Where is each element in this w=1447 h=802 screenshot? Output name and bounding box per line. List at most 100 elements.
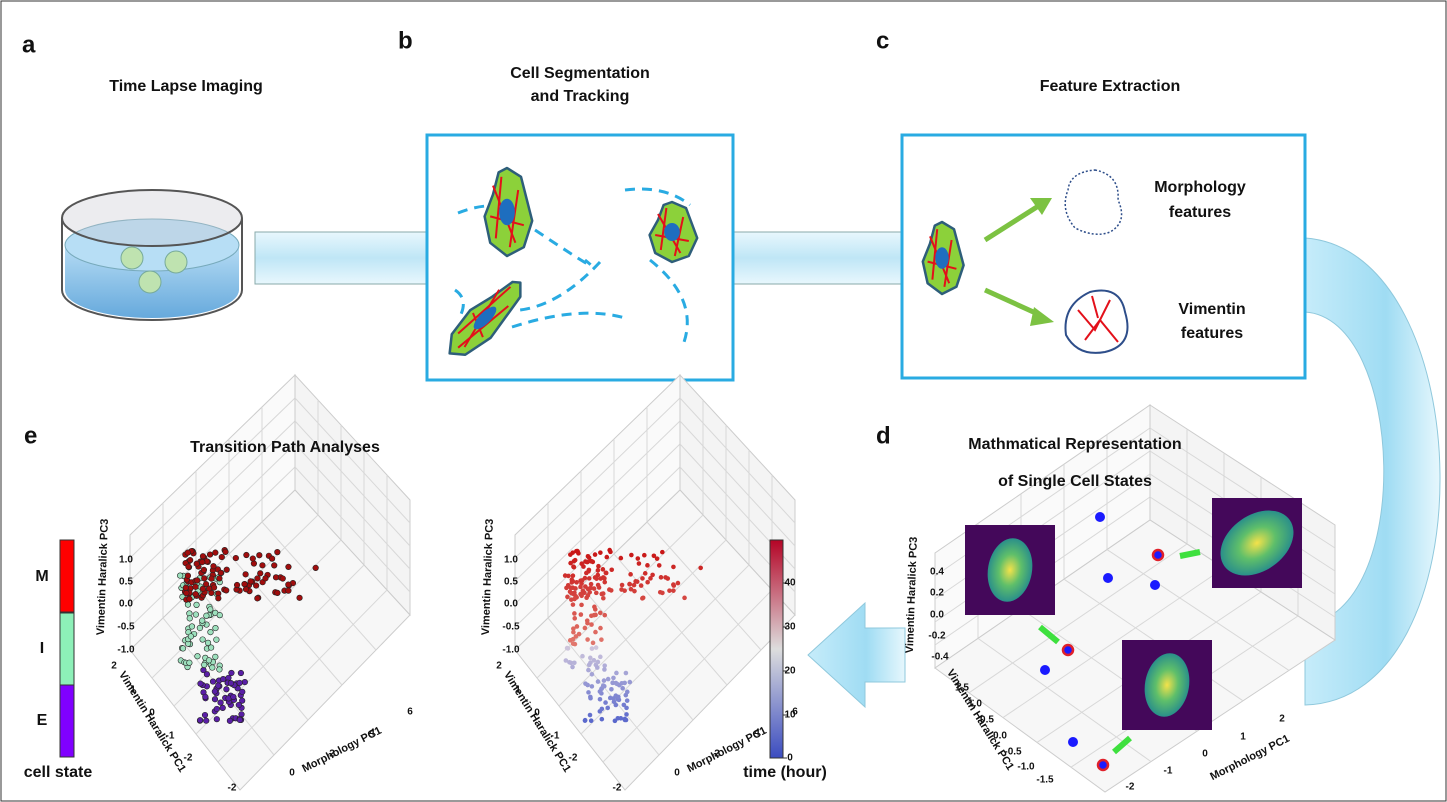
time-point <box>569 591 574 596</box>
panel-letter: e <box>24 422 37 449</box>
x-tick-label: -1 <box>1164 766 1173 777</box>
time-point <box>578 592 583 597</box>
state-point <box>297 595 303 601</box>
state-point <box>202 712 208 718</box>
time-point <box>642 553 647 558</box>
time-point <box>671 588 676 593</box>
state-point <box>211 585 217 591</box>
state-point <box>213 654 219 660</box>
state-point <box>188 634 194 640</box>
state-point <box>184 590 190 596</box>
time-point <box>587 576 592 581</box>
x-tick-label: 6 <box>407 707 413 718</box>
state-dot <box>1095 512 1105 522</box>
state-point <box>253 583 259 589</box>
state-point <box>217 576 223 582</box>
colorbar-tick-label: 40 <box>784 578 796 589</box>
nucleus <box>935 247 948 269</box>
time-point <box>583 626 588 631</box>
time-point <box>588 713 593 718</box>
time-point <box>625 690 630 695</box>
state-point <box>242 581 248 587</box>
time-point <box>574 580 579 585</box>
state-point <box>280 576 286 582</box>
decor <box>60 135 1440 792</box>
state-point <box>219 554 225 560</box>
panel-letter: d <box>876 422 891 449</box>
time-point <box>604 571 609 576</box>
state-bar <box>60 685 74 757</box>
z-tick-label: -1.0 <box>117 645 135 656</box>
state-point <box>275 590 281 596</box>
time-point <box>628 680 633 685</box>
state-point <box>185 573 191 579</box>
time-point <box>611 676 616 681</box>
x-tick-label: -2 <box>228 783 237 794</box>
time-point <box>676 581 681 586</box>
state-point <box>243 572 249 578</box>
state-point <box>229 670 235 676</box>
time-point <box>623 718 628 723</box>
time-point <box>600 707 605 712</box>
time-point <box>598 550 603 555</box>
state-point <box>180 646 186 652</box>
axis-label: Vimentin Haralick PC3 <box>904 537 920 654</box>
time-point <box>660 550 665 555</box>
state-point <box>224 567 230 573</box>
time-point <box>608 550 613 555</box>
time-point <box>590 672 595 677</box>
time-point <box>596 564 601 569</box>
state-label: M <box>35 568 48 585</box>
colorbar-tick-label: 30 <box>784 622 796 633</box>
time-point <box>593 552 598 557</box>
z-tick-label: -1.0 <box>502 645 520 656</box>
z-tick-label: 0.4 <box>930 567 944 578</box>
state-point <box>177 573 183 579</box>
x-tick-label: 0 <box>1202 749 1208 760</box>
time-point <box>586 690 591 695</box>
time-point <box>598 655 603 660</box>
time-point <box>596 679 601 684</box>
colorbar-tick-label: 0 <box>787 753 793 764</box>
time-point <box>604 555 609 560</box>
time-point <box>571 641 576 646</box>
time-point <box>589 559 594 564</box>
state-point <box>204 613 210 619</box>
z-tick-label: 0.5 <box>119 577 133 588</box>
state-point <box>203 718 209 724</box>
colorbar <box>770 540 783 758</box>
time-point <box>602 613 607 618</box>
state-point <box>257 552 263 558</box>
time-point <box>589 718 594 723</box>
state-point <box>187 557 193 563</box>
state-point <box>224 686 230 692</box>
figure: aTime Lapse ImagingbCell Segmentationand… <box>0 0 1447 802</box>
time-point <box>589 613 594 618</box>
time-point <box>573 558 578 563</box>
state-point <box>209 576 215 582</box>
panel-title: Cell Segmentation <box>510 65 650 82</box>
axis-label: Vimentin Haralick PC3 <box>480 519 496 636</box>
state-point <box>186 564 192 570</box>
state-point <box>231 694 237 700</box>
state-point <box>214 637 220 643</box>
time-point <box>619 587 624 592</box>
state-dot <box>1040 665 1050 675</box>
time-point <box>563 573 568 578</box>
state-point <box>233 555 239 561</box>
state-point <box>195 653 201 659</box>
time-point <box>574 634 579 639</box>
state-point <box>193 612 199 618</box>
time-point <box>602 678 607 683</box>
highlight-dot <box>1063 645 1073 655</box>
state-point <box>218 700 224 706</box>
state-point <box>236 702 242 708</box>
x-tick-label: -2 <box>613 783 622 794</box>
state-point <box>193 591 199 597</box>
z-tick-label: 1.0 <box>119 555 133 566</box>
time-point <box>636 556 641 561</box>
state-point <box>214 706 220 712</box>
state-point <box>185 550 191 556</box>
time-point <box>605 706 610 711</box>
state-point <box>286 582 292 588</box>
